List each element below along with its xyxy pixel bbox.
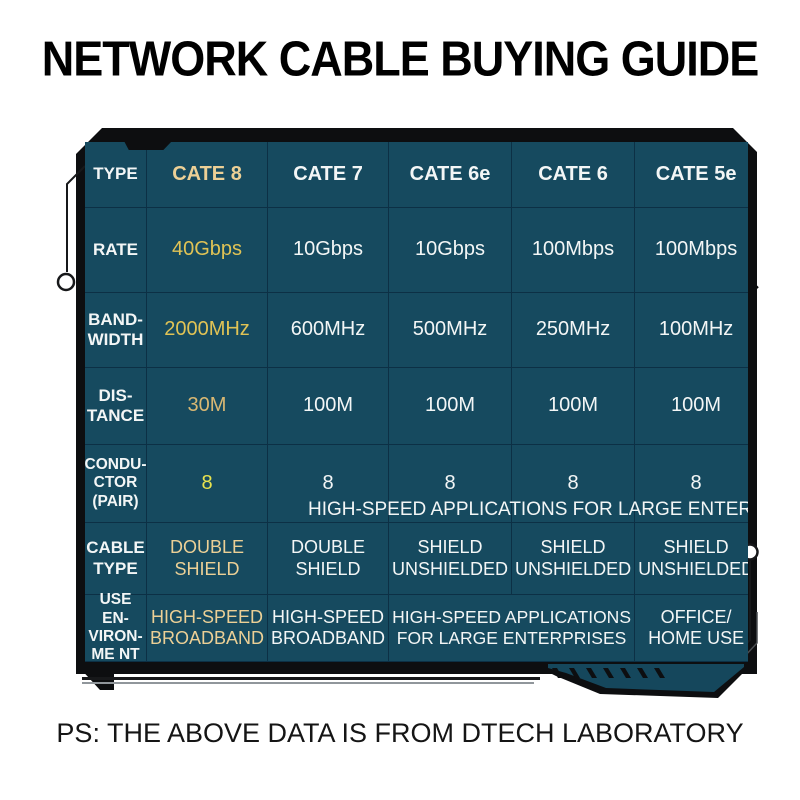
cell-bandwidth-cate6: 250MHz [512,293,636,368]
cell-conductor-cate5e: 8 [635,445,748,523]
cell-cabletype-cate8: DOUBLE SHIELD [147,523,269,595]
column-header-cate6e: CATE 6e [389,142,513,208]
cell-bandwidth-cate7: 600MHz [268,293,390,368]
page-title: NETWORK CABLE BUYING GUIDE [41,30,760,87]
cell-cabletype-cate5e: SHIELD UNSHIELDED [635,523,748,595]
cell-cabletype-cate7: DOUBLE SHIELD [268,523,390,595]
cell-rate-cate6: 100Mbps [512,208,636,293]
cell-conductor-cate6e: 8 [389,445,513,523]
cell-useenv-cate5e: OFFICE/ HOME USE [635,595,748,662]
footnote: PS: THE ABOVE DATA IS FROM DTECH LABORAT… [56,718,744,748]
column-header-cate6: CATE 6 [512,142,636,208]
bottom-line-dark [82,677,540,680]
cell-useenv-cate6e-cate6: HIGH-SPEED APPLICATIONS FOR LARGE ENTERP… [389,595,636,662]
cell-useenv-cate7: HIGH-SPEED BROADBAND [268,595,390,662]
row-label-rate: RATE [85,208,147,293]
row-label-bandwidth: BAND-WIDTH [85,293,147,368]
screw-circle-left [56,272,76,292]
cell-rate-cate7: 10Gbps [268,208,390,293]
cell-distance-cate6: 100M [512,368,636,445]
frame-top-notch [124,141,172,150]
row-label-distance: DIS-TANCE [85,368,147,445]
bottom-line-gray [82,682,534,684]
row-label-conductor: CONDU-CTOR (PAIR) [85,445,147,523]
cell-bandwidth-cate8: 2000MHz [147,293,269,368]
column-header-cate8: CATE 8 [147,142,269,208]
column-header-cate7: CATE 7 [268,142,390,208]
cell-cabletype-cate6: SHIELD UNSHIELDED [512,523,636,595]
cell-bandwidth-cate5e: 100MHz [635,293,748,368]
comparison-table: TYPE CATE 8 CATE 7 CATE 6e CATE 6 CATE 5… [85,142,748,662]
cell-bandwidth-cate6e: 500MHz [389,293,513,368]
row-label-use-environment: USE EN-VIRON-ME NT [85,591,147,662]
cell-distance-cate7: 100M [268,368,390,445]
cell-rate-cate8: 40Gbps [147,208,269,293]
cell-distance-cate8: 30M [147,368,269,445]
header-cell-type: TYPE [85,142,147,208]
cell-conductor-cate6: 8 [512,445,636,523]
cell-rate-cate6e: 10Gbps [389,208,513,293]
cell-conductor-cate8: 8 [147,445,269,523]
overlay-text: HIGH-SPEED APPLICATIONS FOR LARGE ENTERP… [308,499,748,520]
cell-conductor-cate7: 8 [268,445,390,523]
cell-distance-cate5e: 100M [635,368,748,445]
cell-rate-cate5e: 100Mbps [635,208,748,293]
cell-distance-cate6e: 100M [389,368,513,445]
cell-useenv-cate8: HIGH-SPEED BROADBAND [147,595,269,662]
column-header-cate5e: CATE 5e [635,142,748,208]
row-label-cable-type: CABLE TYPE [85,523,147,595]
cell-cabletype-cate6e: SHIELD UNSHIELDED [389,523,513,595]
